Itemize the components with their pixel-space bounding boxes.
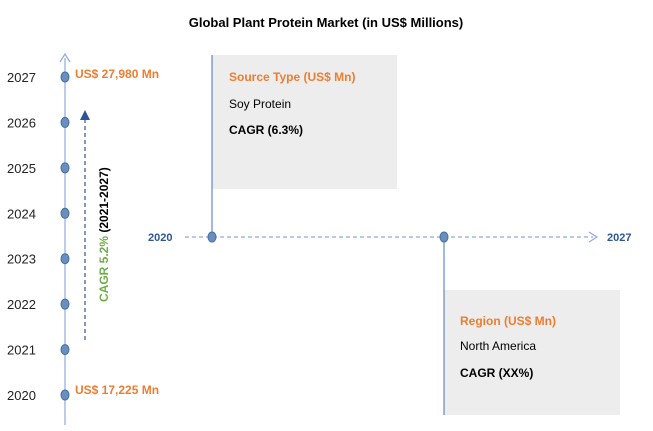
year-label-2021: 2021 xyxy=(7,343,36,358)
source-type-item: Soy Protein xyxy=(229,97,291,111)
source-type-box xyxy=(212,55,397,189)
year-label-2023: 2023 xyxy=(7,252,36,267)
region-cagr: CAGR (XX%) xyxy=(460,366,533,380)
year-label-2025: 2025 xyxy=(7,161,36,176)
year-label-2022: 2022 xyxy=(7,297,36,312)
year-marker-2024 xyxy=(60,207,70,219)
year-label-2027: 2027 xyxy=(7,70,36,85)
chart-title: Global Plant Protein Market (in US$ Mill… xyxy=(189,15,463,30)
cagr-value: CAGR 5.2% xyxy=(97,236,111,302)
year-label-2026: 2026 xyxy=(7,115,36,130)
year-label-2020: 2020 xyxy=(7,388,36,403)
year-marker-2027 xyxy=(60,71,70,83)
timeline-marker-region xyxy=(439,231,449,243)
timeline-arrowhead xyxy=(588,231,599,243)
timeline-start-label: 2020 xyxy=(148,232,172,244)
cagr-label: CAGR 5.2% (2021-2027) xyxy=(97,167,111,302)
year-marker-2020 xyxy=(60,389,70,401)
cagr-arrowhead xyxy=(80,110,90,120)
timeline-marker-start xyxy=(207,231,217,243)
region-title: Region (US$ Mn) xyxy=(460,314,556,328)
year-label-2024: 2024 xyxy=(7,206,36,221)
year-marker-2022 xyxy=(60,298,70,310)
year-marker-2023 xyxy=(60,253,70,265)
timeline-end-label: 2027 xyxy=(607,232,631,244)
start-value-label: US$ 17,225 Mn xyxy=(75,383,159,397)
year-marker-2025 xyxy=(60,162,70,174)
end-value-label: US$ 27,980 Mn xyxy=(75,67,159,81)
source-type-cagr: CAGR (6.3%) xyxy=(229,123,303,137)
region-item: North America xyxy=(460,339,536,353)
year-axis-arrowhead xyxy=(59,52,71,63)
year-marker-2026 xyxy=(60,116,70,128)
region-box xyxy=(444,290,620,415)
year-markers: 2027 2026 2025 2024 2023 2022 2021 2020 xyxy=(7,70,70,403)
cagr-period: (2021-2027) xyxy=(97,167,111,236)
source-type-title: Source Type (US$ Mn) xyxy=(229,70,355,84)
year-marker-2021 xyxy=(60,344,70,356)
